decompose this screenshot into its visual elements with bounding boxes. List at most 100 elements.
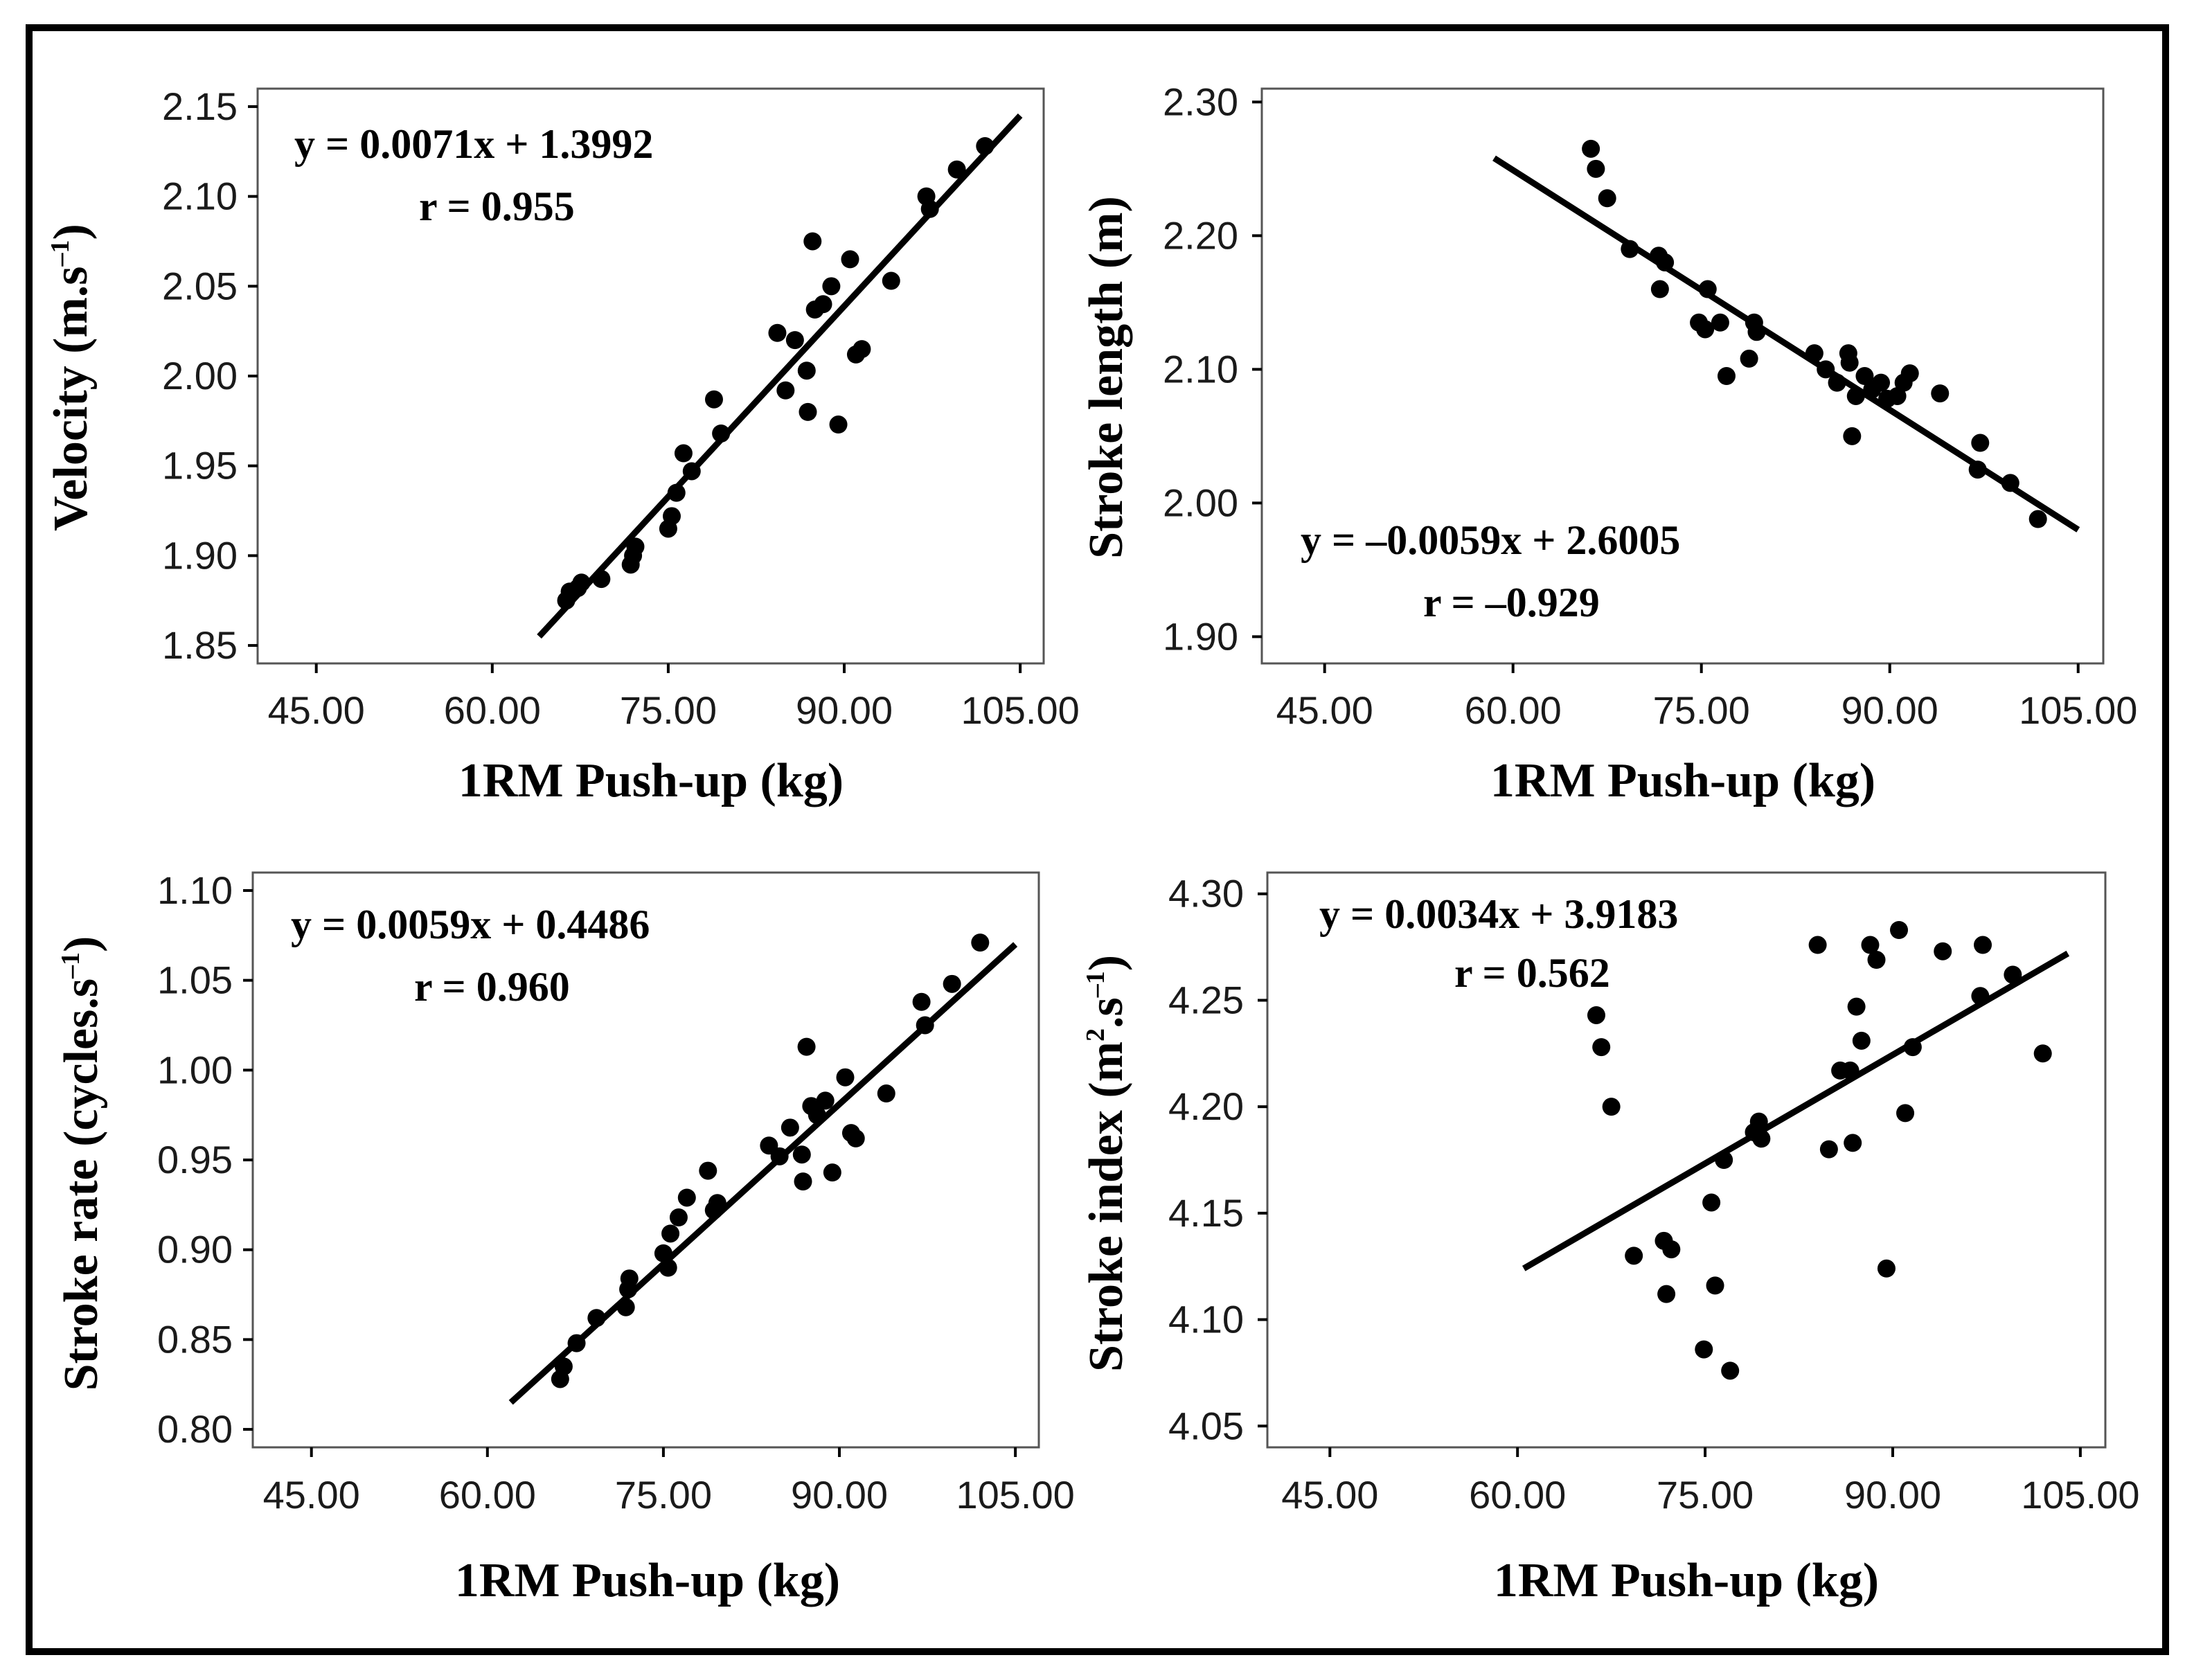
- data-point: [877, 1084, 895, 1103]
- data-point: [1843, 427, 1862, 445]
- x-tick-label: 60.00: [1469, 1473, 1566, 1517]
- regression-equation: y = 0.0034x + 3.9183: [1319, 891, 1678, 937]
- data-point: [626, 537, 645, 556]
- data-point: [1968, 461, 1987, 479]
- data-point: [1808, 936, 1827, 954]
- y-tick-label: 4.25: [1168, 978, 1244, 1021]
- x-tick-label: 90.00: [796, 688, 893, 732]
- y-tick-label: 2.00: [162, 354, 238, 397]
- data-point: [1971, 987, 1990, 1006]
- data-point: [1934, 942, 1952, 960]
- data-point: [667, 483, 686, 502]
- data-point: [1903, 1038, 1922, 1057]
- data-point: [816, 1091, 835, 1110]
- data-point: [699, 1161, 717, 1180]
- data-point: [674, 444, 693, 463]
- data-point: [803, 232, 822, 251]
- data-point: [846, 1129, 865, 1147]
- data-point: [669, 1208, 688, 1226]
- regression-equation: y = 0.0071x + 1.3992: [294, 121, 653, 167]
- data-point: [1717, 367, 1736, 385]
- y-tick-label: 0.90: [157, 1228, 233, 1271]
- data-point: [572, 573, 591, 592]
- data-point: [1841, 1061, 1859, 1080]
- data-point: [1657, 1285, 1676, 1303]
- data-point: [808, 1106, 826, 1125]
- x-tick-label: 45.00: [1276, 688, 1373, 732]
- data-point: [1900, 364, 1919, 383]
- data-point: [971, 933, 990, 952]
- x-axis-label: 1RM Push-up (kg): [455, 1554, 840, 1607]
- data-point: [770, 1147, 789, 1165]
- scatter-panel-3: 0.80 0.85 0.90 0.95 1.00 1.05 1.10 45.00 60.00 75…: [55, 868, 1075, 1607]
- data-point: [1896, 1104, 1915, 1123]
- data-point: [2033, 1044, 2052, 1063]
- y-tick-label: 1.10: [157, 868, 233, 912]
- y-tick-label: 4.20: [1168, 1084, 1244, 1128]
- x-tick-label: 75.00: [1657, 1473, 1754, 1517]
- data-point: [943, 974, 961, 993]
- data-point: [1840, 353, 1859, 372]
- data-point: [976, 137, 995, 155]
- regression-equation: y = –0.0059x + 2.6005: [1301, 517, 1680, 563]
- data-point: [814, 295, 832, 314]
- y-tick-label: 4.10: [1168, 1298, 1244, 1341]
- data-point: [1602, 1098, 1621, 1116]
- data-point: [785, 331, 804, 350]
- data-point: [1650, 280, 1669, 298]
- plot-area: [256, 87, 1045, 665]
- y-axis-label: Stroke rate (cycles.s–1): [55, 936, 108, 1391]
- x-tick-label: 45.00: [268, 688, 365, 732]
- correlation-coefficient: r = –0.929: [1423, 580, 1600, 625]
- data-point: [682, 462, 701, 481]
- data-point: [822, 277, 841, 296]
- y-tick-label: 1.90: [1163, 614, 1238, 658]
- data-point: [1844, 1134, 1862, 1152]
- data-point: [1721, 1361, 1740, 1380]
- data-point: [708, 1194, 726, 1213]
- y-tick-label: 2.05: [162, 264, 238, 307]
- correlation-coefficient: r = 0.955: [419, 184, 575, 229]
- data-point: [920, 199, 939, 218]
- data-point: [1752, 1129, 1771, 1148]
- y-tick-label: 2.20: [1163, 213, 1238, 257]
- x-tick-label: 60.00: [439, 1473, 536, 1517]
- x-tick-label: 90.00: [791, 1473, 888, 1517]
- regression-line: [1522, 950, 2070, 1271]
- data-point: [916, 1016, 934, 1035]
- data-point: [1974, 936, 1992, 954]
- data-point: [1888, 386, 1907, 405]
- correlation-coefficient: r = 0.960: [414, 964, 570, 1010]
- data-point: [882, 271, 900, 290]
- regression-equation: y = 0.0059x + 0.4486: [291, 902, 650, 947]
- data-point: [768, 323, 787, 342]
- x-tick-label: 45.00: [263, 1473, 360, 1517]
- y-tick-label: 1.00: [157, 1048, 233, 1091]
- data-point: [1598, 189, 1616, 208]
- data-point: [1592, 1038, 1611, 1057]
- data-point: [1706, 1276, 1724, 1295]
- y-tick-label: 4.15: [1168, 1191, 1244, 1235]
- x-tick-label: 60.00: [1465, 688, 1562, 732]
- data-point: [799, 402, 817, 421]
- data-point: [1621, 240, 1639, 258]
- y-tick-label: 1.85: [162, 623, 238, 667]
- y-axis-label: Stroke index (m2.s–1): [1080, 955, 1133, 1372]
- x-tick-label: 60.00: [444, 688, 541, 732]
- x-tick-label: 105.00: [961, 688, 1079, 732]
- data-point: [1587, 159, 1605, 178]
- data-point: [912, 992, 931, 1011]
- data-point: [841, 250, 859, 269]
- y-tick-label: 1.90: [162, 533, 238, 577]
- data-point: [1867, 951, 1886, 969]
- data-point: [1587, 1006, 1605, 1024]
- y-axis-label: Stroke length (m): [1080, 196, 1133, 559]
- x-tick-label: 105.00: [2021, 1473, 2139, 1517]
- data-point: [823, 1163, 841, 1182]
- y-tick-label: 4.05: [1168, 1404, 1244, 1447]
- data-point: [1890, 921, 1909, 939]
- data-point: [2004, 965, 2022, 984]
- x-tick-label: 90.00: [1841, 688, 1938, 732]
- data-point: [792, 1145, 811, 1164]
